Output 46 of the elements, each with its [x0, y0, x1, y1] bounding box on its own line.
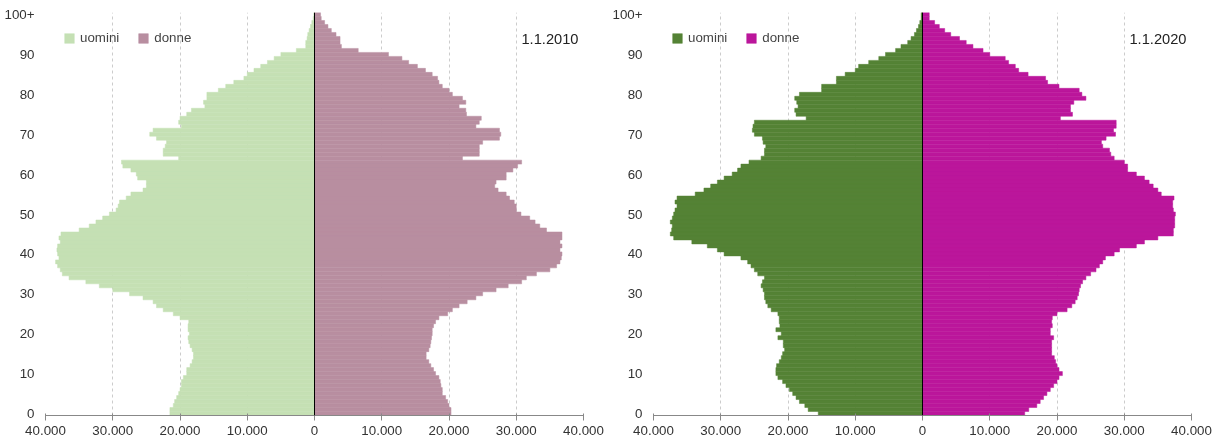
x-tick-label: 0	[918, 422, 927, 437]
y-tick-label: 20	[627, 326, 643, 342]
y-tick-label: 70	[627, 126, 643, 142]
y-tick-label: 80	[19, 86, 35, 102]
x-tick-label: 40.000	[633, 422, 674, 437]
x-tick-label: 30.000	[92, 422, 134, 437]
x-tick-label: 10.000	[361, 422, 403, 437]
y-tick-label: 10	[19, 366, 35, 382]
legend-label: uomini	[80, 30, 120, 45]
y-tick-label: 70	[19, 126, 35, 142]
annotation: 1.1.2010	[521, 30, 579, 47]
y-tick-label: 30	[19, 286, 35, 302]
annotation: 1.1.2020	[1129, 30, 1187, 47]
x-tick-label: 40.000	[563, 422, 604, 437]
y-tick-label: 0	[27, 406, 35, 421]
y-tick-label: 30	[627, 286, 643, 302]
legend-label: donne	[154, 30, 192, 45]
x-tick-label: 20.000	[767, 422, 809, 437]
x-tick-label: 0	[310, 422, 319, 437]
y-tick-label: 90	[19, 46, 35, 62]
legend-label: uomini	[688, 30, 728, 45]
x-tick-label: 40.000	[1171, 422, 1212, 437]
y-tick-label: 80	[627, 86, 643, 102]
y-tick-label: 50	[19, 206, 35, 222]
y-tick-label: 40	[19, 246, 35, 262]
x-tick-label: 30.000	[700, 422, 742, 437]
y-tick-label: 100+	[612, 7, 643, 22]
y-tick-label: 20	[19, 326, 35, 342]
x-tick-label: 20.000	[159, 422, 201, 437]
y-tick-label: 40	[627, 246, 643, 262]
x-tick-label: 20.000	[1036, 422, 1078, 437]
x-tick-label: 30.000	[495, 422, 537, 437]
y-tick-label: 50	[627, 206, 643, 222]
legend-label: donne	[762, 30, 800, 45]
y-tick-label: 100+	[4, 7, 35, 22]
x-tick-label: 10.000	[969, 422, 1011, 437]
x-tick-label: 40.000	[25, 422, 66, 437]
x-tick-label: 30.000	[1103, 422, 1145, 437]
y-tick-label: 60	[627, 166, 643, 182]
y-tick-label: 10	[627, 366, 643, 382]
y-tick-label: 60	[19, 166, 35, 182]
x-tick-label: 20.000	[428, 422, 470, 437]
y-tick-label: 90	[627, 46, 643, 62]
x-tick-label: 10.000	[226, 422, 268, 437]
y-tick-label: 0	[635, 406, 643, 421]
x-tick-label: 10.000	[834, 422, 876, 437]
